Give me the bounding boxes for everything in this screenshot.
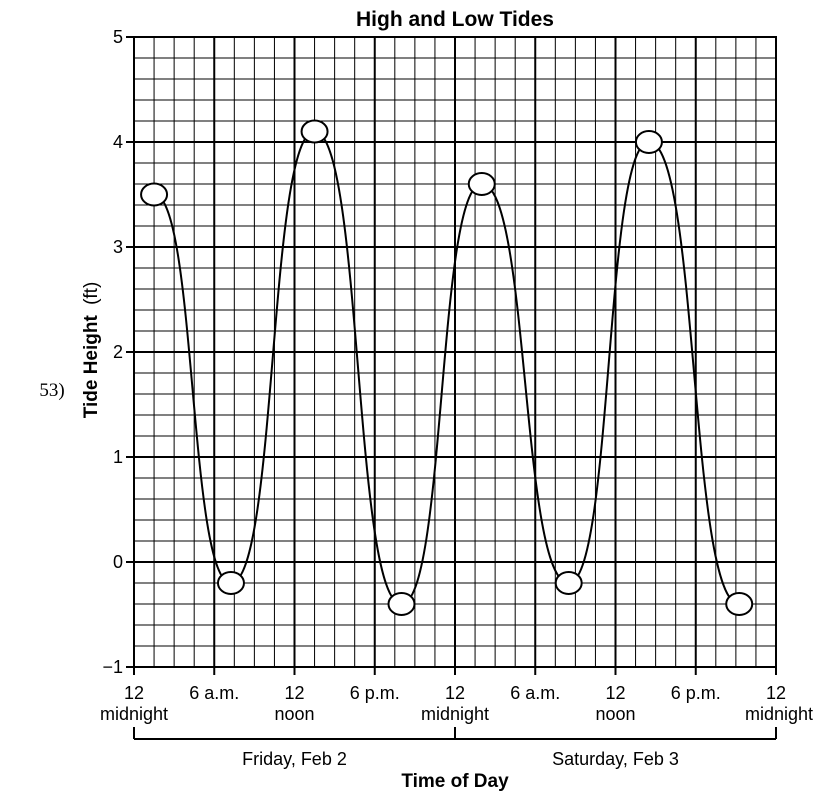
x-axis-label: Time of Day	[401, 771, 509, 792]
day-label: Saturday, Feb 3	[552, 749, 679, 769]
data-point	[634, 130, 663, 154]
data-point	[554, 571, 583, 595]
question-number: 53)	[39, 380, 64, 401]
data-point	[300, 119, 329, 144]
y-axis-label-unit: (ft)	[81, 282, 102, 305]
data-point	[216, 571, 245, 595]
day-brackets: Friday, Feb 2 Saturday, Feb 3	[133, 727, 777, 769]
x-tick-label: 12	[766, 683, 786, 703]
data-point	[140, 182, 169, 207]
x-tick-label: 6 p.m.	[671, 683, 721, 703]
x-tick-sublabel: noon	[595, 704, 635, 724]
y-tick-label: 1	[113, 447, 123, 467]
x-tick-sublabel: midnight	[100, 704, 168, 724]
chart-title: High and Low Tides	[356, 8, 554, 31]
y-tick-label: 0	[113, 552, 123, 572]
day-label: Friday, Feb 2	[242, 749, 347, 769]
data-point	[387, 592, 416, 616]
x-tick-label: 6 a.m.	[510, 683, 560, 703]
y-tick-label: −1	[102, 657, 123, 677]
y-tick-labels: 5 4 3 2 1 0 −1	[102, 27, 134, 677]
data-point	[467, 172, 496, 196]
x-tick-label: 6 p.m.	[350, 683, 400, 703]
data-points	[140, 119, 754, 616]
y-tick-label: 5	[113, 27, 123, 47]
data-point	[725, 592, 754, 616]
y-tick-label: 4	[113, 132, 123, 152]
x-tick-label: 12	[445, 683, 465, 703]
tide-curve	[153, 130, 740, 606]
y-tick-label: 2	[113, 342, 123, 362]
x-tick-label: 12	[284, 683, 304, 703]
x-tick-label: 6 a.m.	[189, 683, 239, 703]
y-axis-label-main: Tide Height	[81, 315, 102, 419]
y-tick-label: 3	[113, 237, 123, 257]
x-tick-sublabel: midnight	[421, 704, 489, 724]
x-tick-label: 12	[124, 683, 144, 703]
x-tick-label: 12	[605, 683, 625, 703]
x-tick-sublabel: noon	[274, 704, 314, 724]
x-tick-sublabel: midnight	[745, 704, 813, 724]
y-axis-label: Tide Height (ft)	[81, 282, 102, 419]
